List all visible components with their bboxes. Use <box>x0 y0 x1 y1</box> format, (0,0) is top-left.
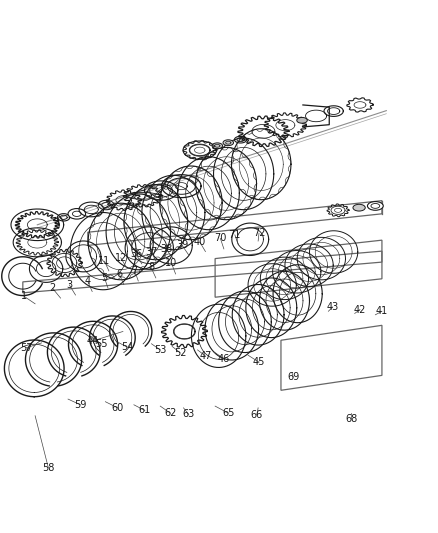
Ellipse shape <box>367 201 382 210</box>
Text: 40: 40 <box>193 237 205 247</box>
Text: 39: 39 <box>176 240 188 251</box>
Text: 71: 71 <box>228 230 240 240</box>
Text: 6: 6 <box>116 269 122 279</box>
Text: 38: 38 <box>159 244 172 254</box>
Text: 65: 65 <box>222 408 234 418</box>
Ellipse shape <box>296 117 307 123</box>
Text: 5: 5 <box>101 273 107 283</box>
Text: 37: 37 <box>145 247 157 256</box>
Ellipse shape <box>72 211 81 216</box>
Text: 59: 59 <box>74 400 86 410</box>
Text: 70: 70 <box>214 233 226 244</box>
Text: 8: 8 <box>148 262 154 272</box>
Text: 3: 3 <box>66 280 72 290</box>
Text: 36: 36 <box>130 249 142 259</box>
Text: 53: 53 <box>154 345 166 355</box>
Text: 63: 63 <box>182 409 194 419</box>
Text: 66: 66 <box>250 410 262 420</box>
Text: 1: 1 <box>21 292 27 301</box>
Text: 72: 72 <box>252 228 265 238</box>
Text: 46: 46 <box>217 354 230 364</box>
Text: 62: 62 <box>164 408 176 418</box>
Text: 11: 11 <box>98 256 110 266</box>
Text: 41: 41 <box>375 306 387 316</box>
Text: 43: 43 <box>326 302 338 312</box>
Text: 68: 68 <box>344 414 357 424</box>
Text: 2: 2 <box>49 284 56 294</box>
Text: 55: 55 <box>95 339 107 349</box>
Ellipse shape <box>68 208 85 219</box>
Text: 58: 58 <box>42 463 54 473</box>
Ellipse shape <box>370 204 379 208</box>
Text: 69: 69 <box>286 372 299 382</box>
Ellipse shape <box>223 140 233 146</box>
Text: 12: 12 <box>114 253 127 263</box>
Text: 54: 54 <box>121 342 133 352</box>
Text: 10: 10 <box>165 257 177 268</box>
Text: 4: 4 <box>85 277 91 286</box>
Text: 57: 57 <box>20 343 32 353</box>
Text: 45: 45 <box>252 357 265 367</box>
Text: 47: 47 <box>199 351 211 361</box>
Text: 44: 44 <box>86 336 98 346</box>
Text: 60: 60 <box>111 403 124 413</box>
Ellipse shape <box>352 204 364 211</box>
Text: 7: 7 <box>131 266 138 276</box>
Text: 61: 61 <box>138 406 151 416</box>
Ellipse shape <box>212 143 222 149</box>
Text: 52: 52 <box>173 348 186 358</box>
Text: 42: 42 <box>353 304 365 314</box>
